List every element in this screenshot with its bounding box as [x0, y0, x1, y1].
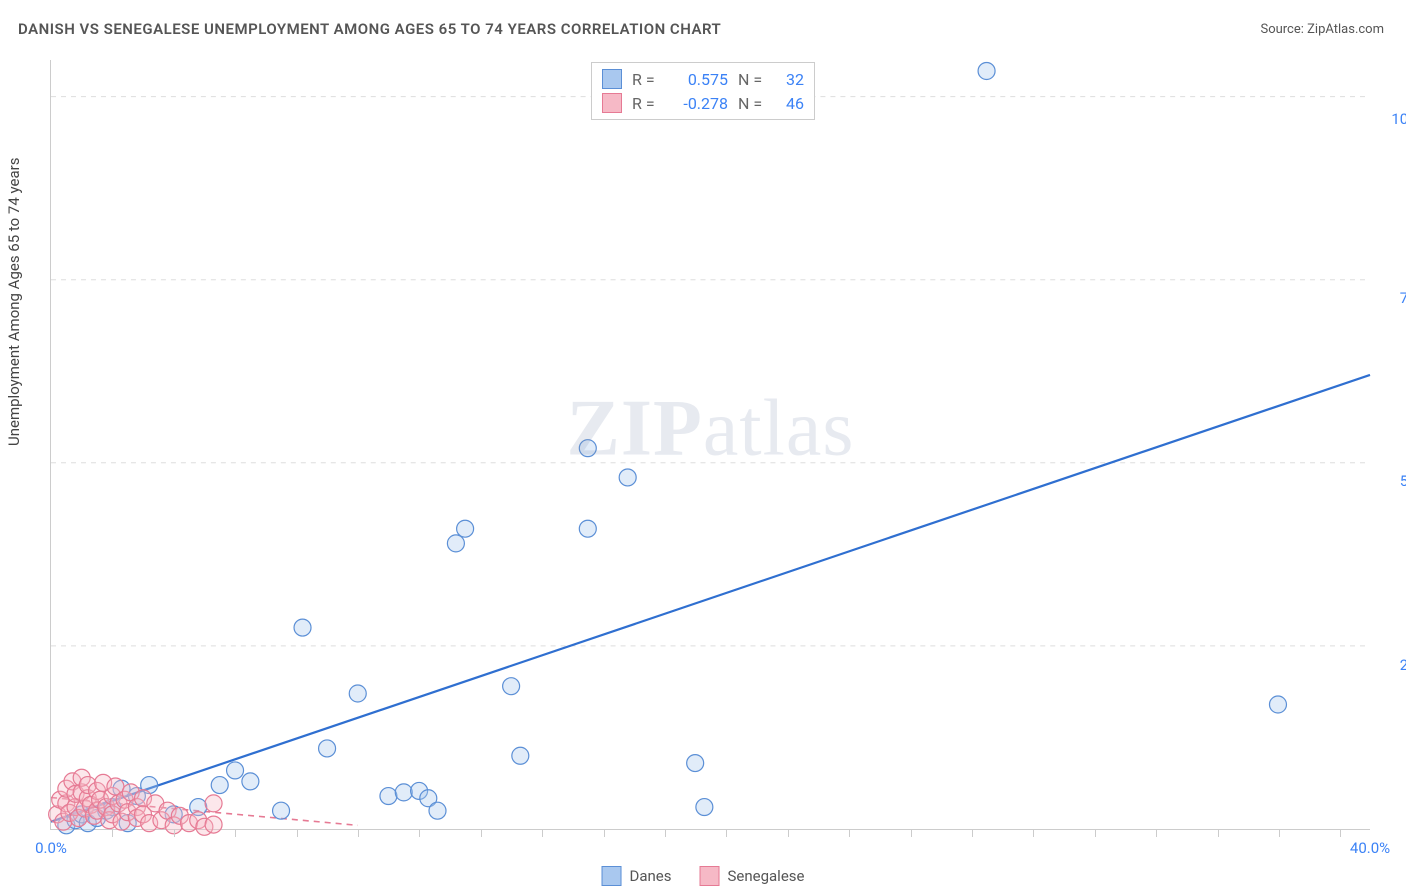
r-label: R = — [632, 70, 660, 89]
n-value-danes: 32 — [776, 70, 804, 89]
x-tick — [604, 829, 605, 837]
legend-label-danes: Danes — [630, 867, 672, 885]
x-tick — [911, 829, 912, 837]
swatch-danes — [602, 866, 622, 886]
legend-item-danes: Danes — [602, 866, 672, 886]
x-tick — [419, 829, 420, 837]
x-tick — [1095, 829, 1096, 837]
plot-svg — [51, 60, 1370, 829]
correlation-row-danes: R = 0.575 N = 32 — [602, 67, 804, 91]
n-label: N = — [738, 70, 766, 89]
x-tick — [788, 829, 789, 837]
series-legend: Danes Senegalese — [602, 866, 805, 886]
x-tick — [358, 829, 359, 837]
y-tick-label: 100.0% — [1391, 110, 1406, 128]
plot-area: ZIPatlas 25.0%50.0%75.0%100.0% 0.0% 40.0… — [50, 60, 1370, 830]
r-label: R = — [632, 94, 660, 113]
y-axis-label: Unemployment Among Ages 65 to 74 years — [5, 158, 23, 446]
correlation-legend: R = 0.575 N = 32 R = -0.278 N = 46 — [591, 62, 815, 120]
swatch-danes — [602, 69, 622, 89]
y-tick-label: 25.0% — [1400, 656, 1406, 674]
source-attribution: Source: ZipAtlas.com — [1260, 22, 1384, 37]
r-value-danes: 0.575 — [670, 70, 728, 89]
x-tick — [542, 829, 543, 837]
x-tick — [174, 829, 175, 837]
x-tick — [1279, 829, 1280, 837]
x-axis-start-label: 0.0% — [35, 839, 67, 857]
x-tick — [112, 829, 113, 837]
x-tick — [1218, 829, 1219, 837]
r-value-senegalese: -0.278 — [670, 94, 728, 113]
n-value-senegalese: 46 — [776, 94, 804, 113]
x-tick — [481, 829, 482, 837]
chart-title: DANISH VS SENEGALESE UNEMPLOYMENT AMONG … — [18, 20, 721, 38]
y-tick-label: 50.0% — [1400, 472, 1406, 490]
swatch-senegalese — [700, 866, 720, 886]
x-tick — [726, 829, 727, 837]
legend-label-senegalese: Senegalese — [728, 867, 805, 885]
y-tick-label: 75.0% — [1400, 289, 1406, 307]
correlation-row-senegalese: R = -0.278 N = 46 — [602, 91, 804, 115]
x-axis-end-label: 40.0% — [1350, 839, 1390, 857]
legend-item-senegalese: Senegalese — [700, 866, 805, 886]
correlation-chart: DANISH VS SENEGALESE UNEMPLOYMENT AMONG … — [0, 0, 1406, 892]
x-tick — [1156, 829, 1157, 837]
x-tick — [297, 829, 298, 837]
x-tick — [1340, 829, 1341, 837]
swatch-senegalese — [602, 93, 622, 113]
x-tick — [849, 829, 850, 837]
x-tick — [235, 829, 236, 837]
x-tick — [972, 829, 973, 837]
x-tick — [665, 829, 666, 837]
x-tick — [1033, 829, 1034, 837]
n-label: N = — [738, 94, 766, 113]
